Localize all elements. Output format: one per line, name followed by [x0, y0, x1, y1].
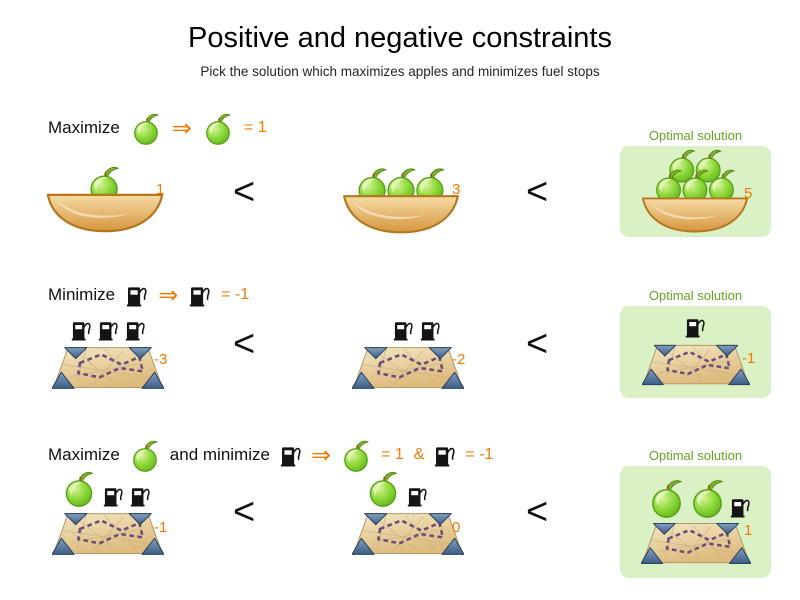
solution-bowl-1-apple [46, 166, 164, 233]
route-map [352, 510, 464, 558]
route-map [642, 342, 750, 388]
row3-header: Maximize and minimize ⇒ = 1 & = -1 [48, 437, 493, 473]
fuel-pump-icon [685, 316, 705, 338]
less-than-icon: < [526, 323, 549, 365]
row1-header: Maximize ⇒ = 1 [48, 110, 267, 146]
fuel-pump-icon [98, 319, 118, 341]
fuel-stops-2 [393, 319, 440, 341]
fuel-pump-icon [71, 319, 91, 341]
route-map [52, 344, 164, 392]
score-badge: -1 [154, 519, 168, 536]
page-title: Positive and negative constraints [188, 22, 612, 54]
score-badge: 5 [744, 185, 753, 202]
row3-mid: and minimize [169, 445, 270, 464]
route-map [641, 520, 751, 567]
optimal-solution-label: Optimal solution [648, 448, 743, 463]
apple-1-fuel-2 [62, 470, 150, 507]
route-map [352, 344, 464, 392]
less-than-icon: < [526, 171, 549, 213]
fuel-pump-icon [407, 485, 427, 507]
apple-icon [669, 149, 696, 183]
bowl-icon [46, 193, 164, 233]
less-than-icon: < [233, 491, 256, 533]
less-than-icon: < [233, 323, 256, 365]
fuel-pump-icon [126, 284, 147, 307]
row3-fuel-weight: = -1 [465, 446, 494, 463]
fuel-stops-3 [71, 319, 145, 341]
apple-2-fuel-1 [648, 478, 750, 518]
apple-icon [695, 149, 722, 183]
score-badge: -1 [742, 350, 756, 367]
route-map [52, 510, 164, 558]
apple-icon [366, 470, 400, 507]
score-badge: 3 [452, 181, 461, 198]
fuel-pump-icon [393, 319, 413, 341]
row3-verb: Maximize [48, 445, 120, 464]
implies-arrow-icon: ⇒ [171, 114, 192, 142]
less-than-icon: < [233, 171, 256, 213]
fuel-pump-icon [280, 444, 301, 467]
fuel-pump-icon [103, 485, 123, 507]
implies-arrow-icon: ⇒ [310, 441, 332, 469]
apple-icon [648, 478, 685, 518]
apple-icon [131, 112, 161, 145]
apple-icon [62, 470, 96, 507]
row2-weight: = -1 [221, 286, 250, 303]
apple-icon [341, 439, 371, 472]
bowl-icon [343, 195, 459, 234]
implies-arrow-icon: ⇒ [158, 281, 179, 309]
solution-bowl-3-apples [343, 167, 459, 234]
fuel-pump-icon [434, 444, 455, 467]
fuel-pump-icon [420, 319, 440, 341]
fuel-pump-icon [189, 284, 210, 307]
optimal-solution-box [620, 466, 771, 578]
score-badge: -3 [154, 351, 168, 368]
row3-amp: & [413, 446, 425, 463]
fuel-pump-icon [730, 496, 750, 518]
page-subtitle: Pick the solution which maximizes apples… [200, 64, 600, 79]
row1-weight: = 1 [243, 119, 267, 136]
fuel-stops-1 [685, 316, 705, 338]
row3-apple-weight: = 1 [381, 446, 404, 463]
apple-icon [130, 439, 160, 472]
score-badge: 0 [452, 519, 461, 536]
solution-bowl-5-apples [641, 149, 749, 233]
optimal-solution-label: Optimal solution [648, 288, 743, 303]
fuel-pump-icon [130, 485, 150, 507]
score-badge: 1 [744, 522, 753, 539]
apple-icon [689, 478, 726, 518]
fuel-pump-icon [125, 319, 145, 341]
row2-header: Minimize ⇒ = -1 [48, 277, 249, 313]
row1-verb: Maximize [48, 118, 120, 137]
row2-verb: Minimize [48, 285, 116, 304]
less-than-icon: < [526, 491, 549, 533]
optimal-solution-box [620, 306, 771, 398]
score-badge: 1 [156, 181, 165, 198]
optimal-solution-box [620, 146, 771, 237]
bowl-icon [641, 197, 749, 233]
apple-1-fuel-1 [366, 470, 427, 507]
apple-icon [203, 112, 233, 145]
score-badge: -2 [452, 351, 466, 368]
optimal-solution-label: Optimal solution [648, 128, 743, 143]
